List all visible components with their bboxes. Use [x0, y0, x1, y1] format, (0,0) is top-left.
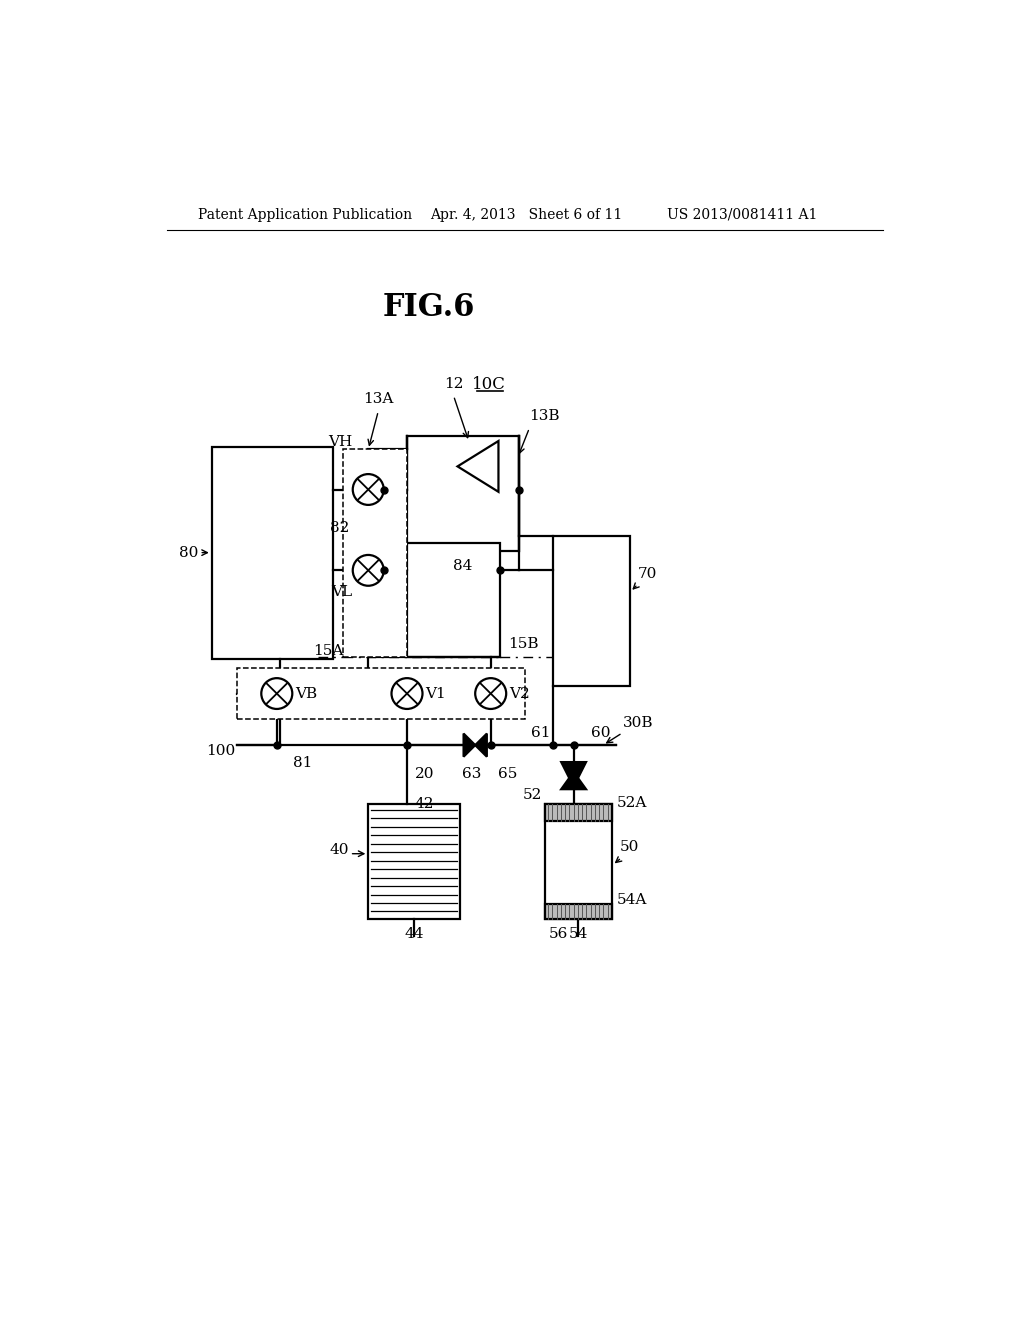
Text: 10C: 10C — [472, 375, 506, 392]
Text: 80: 80 — [179, 545, 198, 560]
Text: 65: 65 — [498, 767, 517, 781]
Bar — [545, 804, 612, 821]
Circle shape — [352, 554, 384, 586]
Text: 15B: 15B — [508, 636, 539, 651]
Bar — [237, 668, 524, 719]
Text: 50: 50 — [621, 841, 640, 854]
Text: Apr. 4, 2013   Sheet 6 of 11: Apr. 4, 2013 Sheet 6 of 11 — [430, 207, 623, 222]
Text: 52: 52 — [522, 788, 542, 803]
Text: 60: 60 — [591, 726, 610, 741]
Text: 82: 82 — [331, 521, 349, 535]
Text: 81: 81 — [293, 755, 312, 770]
Text: 100: 100 — [207, 743, 236, 758]
Text: 30B: 30B — [623, 715, 653, 730]
Bar — [212, 447, 334, 659]
Text: VH: VH — [328, 436, 352, 449]
Text: 54A: 54A — [616, 892, 646, 907]
Text: 61: 61 — [530, 726, 550, 741]
Text: V2: V2 — [509, 686, 530, 701]
Text: 52A: 52A — [616, 796, 646, 809]
Circle shape — [475, 678, 506, 709]
Bar — [407, 544, 500, 657]
Polygon shape — [561, 762, 586, 787]
Text: VL: VL — [331, 585, 352, 599]
Text: 44: 44 — [404, 927, 424, 941]
Circle shape — [352, 474, 384, 504]
Text: 63: 63 — [462, 767, 481, 781]
Text: 84: 84 — [454, 560, 473, 573]
Text: 54: 54 — [568, 927, 588, 941]
Text: VB: VB — [295, 686, 317, 701]
Polygon shape — [561, 772, 586, 789]
Text: 40: 40 — [330, 842, 349, 857]
Bar — [545, 804, 612, 919]
Text: US 2013/0081411 A1: US 2013/0081411 A1 — [667, 207, 817, 222]
Circle shape — [391, 678, 423, 709]
Polygon shape — [475, 734, 486, 756]
Bar — [553, 536, 630, 686]
Text: 20: 20 — [415, 767, 434, 781]
Bar — [369, 804, 460, 919]
Text: FIG.6: FIG.6 — [383, 292, 475, 322]
Polygon shape — [464, 734, 475, 756]
Bar — [407, 436, 519, 552]
Text: V1: V1 — [426, 686, 446, 701]
Text: 56: 56 — [549, 927, 568, 941]
Text: Patent Application Publication: Patent Application Publication — [198, 207, 412, 222]
Bar — [545, 904, 612, 919]
Polygon shape — [458, 441, 499, 492]
Circle shape — [261, 678, 292, 709]
Text: 13A: 13A — [364, 392, 393, 407]
Text: 42: 42 — [415, 796, 434, 810]
Text: 13B: 13B — [529, 409, 560, 424]
Bar — [343, 450, 407, 657]
Text: 15A: 15A — [313, 644, 343, 659]
Text: 70: 70 — [638, 568, 657, 581]
Text: 12: 12 — [443, 378, 463, 391]
